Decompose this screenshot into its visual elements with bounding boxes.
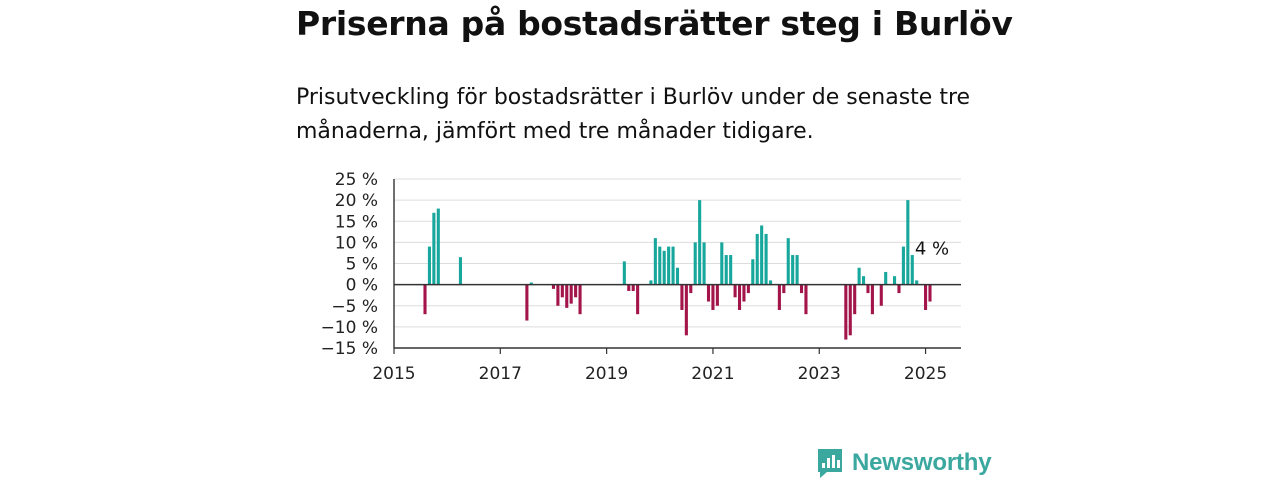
chart-subtitle: Prisutveckling för bostadsrätter i Burlö… — [296, 85, 971, 144]
bar — [662, 250, 666, 285]
bar — [711, 284, 715, 310]
bars — [423, 200, 932, 340]
bar — [724, 255, 728, 285]
bar — [684, 284, 688, 336]
bar — [777, 284, 781, 310]
y-tick-label: 15 % — [335, 212, 378, 232]
bar — [853, 284, 857, 315]
bar — [764, 233, 768, 285]
bar — [649, 280, 653, 285]
x-tick-label: 2023 — [798, 364, 841, 384]
bar — [844, 284, 848, 340]
bar — [751, 259, 755, 285]
y-tick-label: 10 % — [335, 233, 378, 253]
y-tick-label: 20 % — [335, 191, 378, 211]
bar — [436, 208, 440, 285]
bar — [866, 284, 870, 294]
bar — [551, 284, 556, 289]
x-tick-label: 2021 — [691, 364, 734, 384]
bar — [427, 246, 431, 285]
bar — [879, 284, 883, 306]
bar — [631, 284, 635, 291]
bar — [423, 284, 427, 315]
bar — [671, 246, 675, 285]
grid-lines — [394, 178, 961, 328]
bar — [560, 284, 564, 298]
y-tick-label: 25 % — [335, 170, 378, 190]
bar — [636, 284, 640, 315]
bar — [901, 246, 905, 285]
bar — [578, 284, 582, 315]
bar — [928, 284, 932, 302]
y-tick-label: 0 % — [346, 276, 378, 296]
bar — [848, 284, 852, 336]
bar — [574, 284, 578, 298]
bar — [556, 284, 560, 306]
bar — [910, 255, 914, 285]
bar — [658, 246, 662, 285]
bar — [432, 212, 436, 285]
bar — [737, 284, 742, 310]
bar — [525, 284, 529, 321]
bar — [893, 276, 897, 285]
x-tick-label: 2019 — [585, 364, 628, 384]
x-axis-tick-labels: 2015 2017 2019 2021 2023 2025 — [372, 364, 947, 384]
chart-title: Priserna på bostadsrätter steg i Burlöv — [296, 4, 1013, 43]
x-tick-label: 2025 — [904, 364, 947, 384]
bar — [786, 238, 790, 285]
bar — [675, 267, 680, 285]
y-tick-label: −10 % — [321, 318, 378, 338]
y-axis-tick-labels: 25 %20 %15 %10 %5 %0 %−5 %−10 %−15 % — [321, 170, 378, 359]
bar — [715, 284, 719, 306]
bar — [680, 284, 684, 310]
bar — [529, 282, 533, 285]
bar — [799, 284, 804, 294]
latest-value-label: 4 % — [915, 239, 949, 260]
bar — [782, 284, 786, 294]
x-tick-label: 2017 — [479, 364, 522, 384]
brand-logo: Newsworthy — [816, 446, 992, 480]
bar — [733, 284, 737, 298]
bar — [897, 284, 901, 294]
bar — [720, 242, 724, 285]
bar — [627, 284, 631, 291]
bar — [884, 271, 888, 285]
y-tick-label: 5 % — [346, 255, 378, 275]
bar — [698, 200, 702, 285]
bar — [791, 255, 795, 285]
bar — [569, 284, 573, 304]
bar — [706, 284, 711, 302]
x-tick-label: 2015 — [372, 364, 415, 384]
y-tick-label: −5 % — [331, 297, 378, 317]
bar — [458, 257, 462, 285]
bar — [768, 280, 773, 285]
bar — [755, 233, 759, 285]
bar — [760, 225, 764, 285]
bar — [906, 200, 910, 285]
bar — [795, 255, 799, 285]
axes — [393, 179, 961, 354]
bar — [804, 284, 808, 315]
bar — [742, 284, 746, 302]
bar — [693, 242, 697, 285]
bar — [729, 255, 733, 285]
y-tick-label: −15 % — [321, 339, 378, 359]
bar — [689, 284, 693, 294]
bar — [857, 267, 861, 285]
data-labels: 4 % — [915, 239, 949, 260]
bar — [862, 276, 866, 285]
bar — [622, 261, 626, 285]
bar — [565, 284, 569, 308]
bar — [653, 238, 657, 285]
brand-name: Newsworthy — [852, 449, 992, 476]
bar — [667, 246, 671, 285]
bar — [924, 284, 928, 310]
newsworthy-logo-icon — [818, 449, 842, 478]
bar — [746, 284, 750, 294]
bar — [702, 242, 706, 285]
bar — [915, 280, 919, 285]
bar — [870, 284, 874, 315]
